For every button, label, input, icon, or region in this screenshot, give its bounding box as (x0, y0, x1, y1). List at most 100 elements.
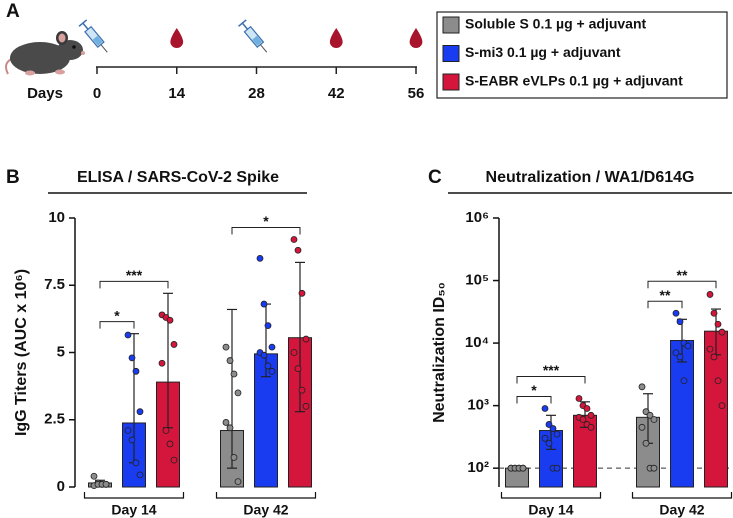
syringe-needle (259, 44, 268, 53)
y-tick-label: 2.5 (44, 411, 65, 428)
data-point (545, 439, 553, 447)
data-point (234, 478, 242, 486)
data-point (714, 320, 722, 328)
syringe-handle (238, 19, 247, 27)
blood-drop (409, 28, 423, 48)
legend-label: S-mi3 0.1 µg + adjuvant (465, 44, 621, 60)
data-point (132, 367, 140, 375)
category-bracket (631, 492, 733, 499)
significance-bracket (231, 227, 301, 235)
data-point (587, 411, 595, 419)
syringe-icon (78, 19, 108, 53)
syringe-barrel (243, 25, 265, 49)
data-point (587, 423, 595, 431)
legend-label: Soluble S 0.1 µg + adjuvant (465, 16, 647, 32)
data-point (166, 316, 174, 324)
syringe-plunger (82, 22, 89, 30)
category-bracket (500, 492, 602, 499)
data-point (519, 464, 527, 472)
y-tick-label: 7.5 (44, 276, 65, 293)
chart-title: Neutralization / WA1/D614G (486, 169, 695, 186)
data-point (260, 300, 268, 308)
data-point (302, 402, 310, 410)
data-point (710, 353, 718, 361)
data-point (162, 427, 170, 434)
data-point (672, 349, 680, 357)
data-point (226, 424, 234, 432)
data-point (268, 343, 276, 351)
data-point (553, 430, 561, 438)
legend-swatch (442, 73, 460, 91)
significance-bracket (516, 375, 586, 384)
significance-label: *** (126, 267, 143, 283)
blood-drop (329, 28, 343, 48)
data-point (642, 439, 650, 447)
legend: Soluble S 0.1 µg + adjuvant S-mi3 0.1 µg … (442, 16, 683, 91)
error-bar (227, 308, 237, 469)
panel-letter: B (6, 167, 20, 188)
data-point (226, 357, 234, 364)
chart-title: ELISA / SARS-CoV-2 Spike (77, 169, 279, 186)
y-tick-label: 10 (48, 209, 65, 226)
data-point (268, 367, 276, 375)
data-point (170, 456, 178, 464)
category-bracket (215, 492, 317, 499)
data-point (128, 354, 136, 362)
data-point (170, 341, 178, 348)
y-tick-label: 0 (57, 478, 65, 495)
data-point (718, 402, 726, 410)
legend-label: S-EABR eVLPs 0.1 µg + adjuvant (465, 73, 683, 89)
y-tick-label: 10² (467, 459, 489, 476)
data-point (302, 335, 310, 343)
data-point (256, 254, 264, 262)
panel-letter: C (428, 167, 442, 188)
category-bracket (83, 492, 185, 499)
syringe-plunger (241, 22, 249, 30)
data-point (718, 328, 726, 336)
bar (505, 467, 529, 488)
data-point (714, 377, 722, 385)
data-point (549, 425, 557, 432)
data-point (264, 362, 272, 370)
data-point (136, 471, 144, 479)
syringe-liquid (92, 35, 103, 46)
data-point (128, 436, 136, 444)
data-point (290, 236, 298, 243)
y-axis-label: IgG Titers (AUC x 10⁶) (13, 269, 30, 436)
timeline-tick-label: 14 (168, 85, 185, 102)
data-point (541, 405, 549, 412)
data-point (132, 459, 140, 467)
y-tick-label: 10⁵ (465, 272, 489, 289)
y-tick-label: 10⁴ (465, 334, 489, 351)
x-tick-label: Day 14 (111, 502, 156, 518)
data-point (650, 416, 658, 423)
x-tick-label: Day 42 (659, 502, 704, 518)
legend-box (436, 11, 728, 99)
data-point (706, 291, 714, 298)
x-tick-label: Day 42 (243, 502, 288, 518)
timeline-tick-label: 42 (328, 85, 345, 102)
error-bar (295, 261, 305, 413)
data-point (638, 383, 646, 391)
significance-label: * (531, 382, 537, 398)
significance-label: ** (660, 287, 671, 303)
data-point (298, 289, 306, 297)
data-point (541, 434, 549, 442)
data-point (158, 359, 166, 367)
data-point (646, 411, 654, 419)
mouse-icon (5, 31, 85, 76)
data-point (575, 395, 583, 402)
data-point (124, 427, 132, 434)
legend-swatch (442, 45, 460, 62)
timeline-tick-label: 28 (248, 85, 265, 102)
y-tick-label: 10³ (467, 397, 489, 414)
timeline-tick-label: 56 (408, 85, 425, 102)
data-point (710, 309, 718, 317)
data-point (298, 386, 306, 394)
data-point (230, 454, 238, 461)
data-point (553, 464, 561, 472)
data-point (706, 345, 714, 353)
syringe-handle (78, 19, 88, 27)
significance-bracket (99, 280, 169, 289)
significance-label: * (263, 213, 269, 229)
